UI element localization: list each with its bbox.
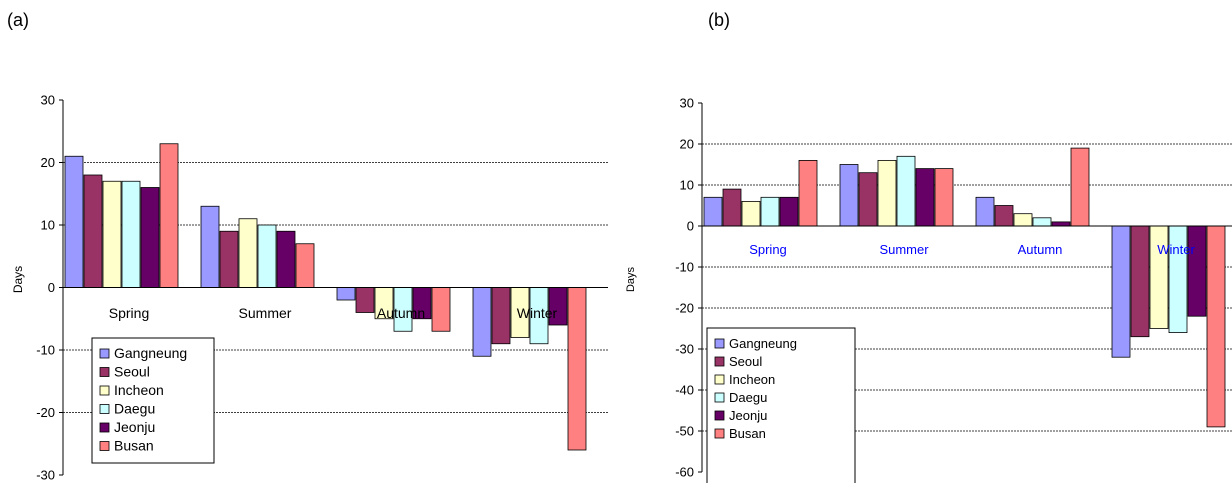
y-tick-label: 10	[41, 218, 55, 233]
legend-label: Gangneung	[729, 336, 797, 351]
y-tick-label: 20	[41, 155, 55, 170]
bar-jeonju-summer	[276, 230, 296, 288]
bar-gangneung-autumn	[336, 287, 356, 301]
y-tick-label: 10	[680, 178, 694, 193]
category-label: Spring	[109, 305, 149, 321]
category-label: Winter	[517, 305, 558, 321]
y-tick-label: -30	[675, 342, 694, 357]
bar-daegu-summer	[257, 224, 277, 288]
legend-swatch	[714, 410, 725, 421]
bar-jeonju-autumn	[1051, 221, 1071, 227]
bar-daegu-spring	[760, 196, 780, 227]
bar-seoul-summer	[219, 230, 239, 288]
bar-daegu-autumn	[1032, 217, 1052, 227]
panel-label: (b)	[708, 10, 730, 30]
bar-busan-spring	[798, 159, 818, 227]
bar-jeonju-winter	[1187, 225, 1207, 317]
legend-swatch	[714, 338, 725, 349]
category-label: Summer	[239, 305, 292, 321]
bar-gangneung-summer	[839, 164, 859, 227]
legend-label: Jeonju	[114, 419, 155, 435]
y-axis-title: Days	[625, 266, 637, 292]
category-label: Autumn	[377, 305, 425, 321]
y-axis-title: Days	[11, 266, 25, 293]
chart-a: -30 -20 -10 0 10 20 30 Days Spring Summer Autumn Wi…	[11, 93, 608, 483]
bar-seoul-autumn	[355, 287, 375, 313]
legend-swatch	[99, 404, 110, 414]
bar-incheon-summer	[238, 218, 258, 288]
legend-label: Incheon	[114, 382, 164, 398]
bar-busan-autumn	[1070, 147, 1090, 227]
bar-busan-spring	[159, 143, 179, 288]
y-tick-label: 30	[680, 96, 694, 111]
chart-panel-a: (a) -30 -20 -10 0 10 20 30 Days Spring Summer Autu…	[7, 10, 608, 483]
y-tick-label: -30	[36, 468, 55, 483]
y-tick-label: -50	[675, 424, 694, 439]
bar-seoul-winter	[491, 287, 511, 345]
y-tick-label: -20	[36, 405, 55, 420]
legend-swatch	[714, 428, 725, 439]
legend-box	[706, 327, 856, 483]
bar-gangneung-spring	[64, 155, 84, 288]
bar-jeonju-spring	[140, 187, 160, 288]
legend-label: Busan	[729, 426, 766, 441]
category-label: Spring	[749, 242, 787, 257]
y-tick-label: -20	[675, 301, 694, 316]
legend-swatch	[99, 422, 110, 433]
bar-gangneung-summer	[200, 205, 220, 288]
y-tick-label: -10	[36, 343, 55, 358]
legend-label: Busan	[114, 438, 154, 454]
legend-label: Daegu	[729, 390, 767, 405]
bar-seoul-spring	[722, 188, 742, 227]
legend-label: Incheon	[729, 372, 775, 387]
bar-daegu-summer	[896, 155, 916, 227]
bar-seoul-winter	[1130, 225, 1150, 338]
legend-swatch	[714, 374, 725, 385]
legend-swatch	[714, 392, 725, 403]
y-tick-label: 0	[687, 219, 694, 234]
panel-label: (a)	[7, 10, 29, 30]
bar-busan-summer	[934, 168, 954, 227]
bar-seoul-autumn	[994, 205, 1014, 227]
legend-label: Seoul	[114, 364, 150, 380]
bar-busan-summer	[295, 243, 315, 288]
bar-incheon-spring	[102, 180, 122, 288]
bar-busan-winter	[1206, 225, 1226, 428]
bar-incheon-autumn	[1013, 213, 1033, 227]
legend-label: Jeonju	[729, 408, 767, 423]
y-tick-label: -40	[675, 383, 694, 398]
bar-jeonju-spring	[779, 196, 799, 227]
legend-swatch	[99, 441, 110, 451]
y-tick-label: -60	[675, 465, 694, 480]
legend-swatch	[99, 348, 110, 359]
bar-incheon-spring	[741, 200, 761, 227]
bar-gangneung-autumn	[975, 196, 995, 227]
bar-gangneung-winter	[472, 287, 492, 357]
category-label: Summer	[879, 242, 929, 257]
bar-seoul-summer	[858, 172, 878, 227]
bar-incheon-summer	[877, 159, 897, 227]
category-label: Winter	[1157, 242, 1195, 257]
y-tick-label: -10	[675, 260, 694, 275]
bar-seoul-spring	[83, 174, 103, 288]
legend-box	[91, 337, 215, 464]
legend-swatch	[99, 367, 110, 377]
bar-jeonju-summer	[915, 168, 935, 227]
legend-swatch	[714, 356, 725, 367]
bar-busan-winter	[567, 287, 587, 451]
y-tick-label: 30	[41, 93, 55, 108]
legend-label: Seoul	[729, 354, 762, 369]
chart-b: -60 -50 -40 -30 -20 -10 0 10 20 30 Days Spring Summe…	[625, 96, 1232, 483]
y-tick-label: 20	[680, 137, 694, 152]
legend-swatch	[99, 385, 110, 396]
y-tick-label: 0	[48, 280, 55, 295]
legend-label: Gangneung	[114, 345, 187, 361]
bar-busan-autumn	[431, 287, 451, 332]
category-label: Autumn	[1018, 242, 1063, 257]
legend-label: Daegu	[114, 401, 155, 417]
bar-gangneung-winter	[1111, 225, 1131, 358]
bar-gangneung-spring	[703, 196, 723, 227]
bar-daegu-spring	[121, 180, 141, 288]
chart-panel-b: (b) -60 -50 -40 -30 -20 -10 0 10 20 30 Days Spring S…	[616, 0, 1232, 483]
